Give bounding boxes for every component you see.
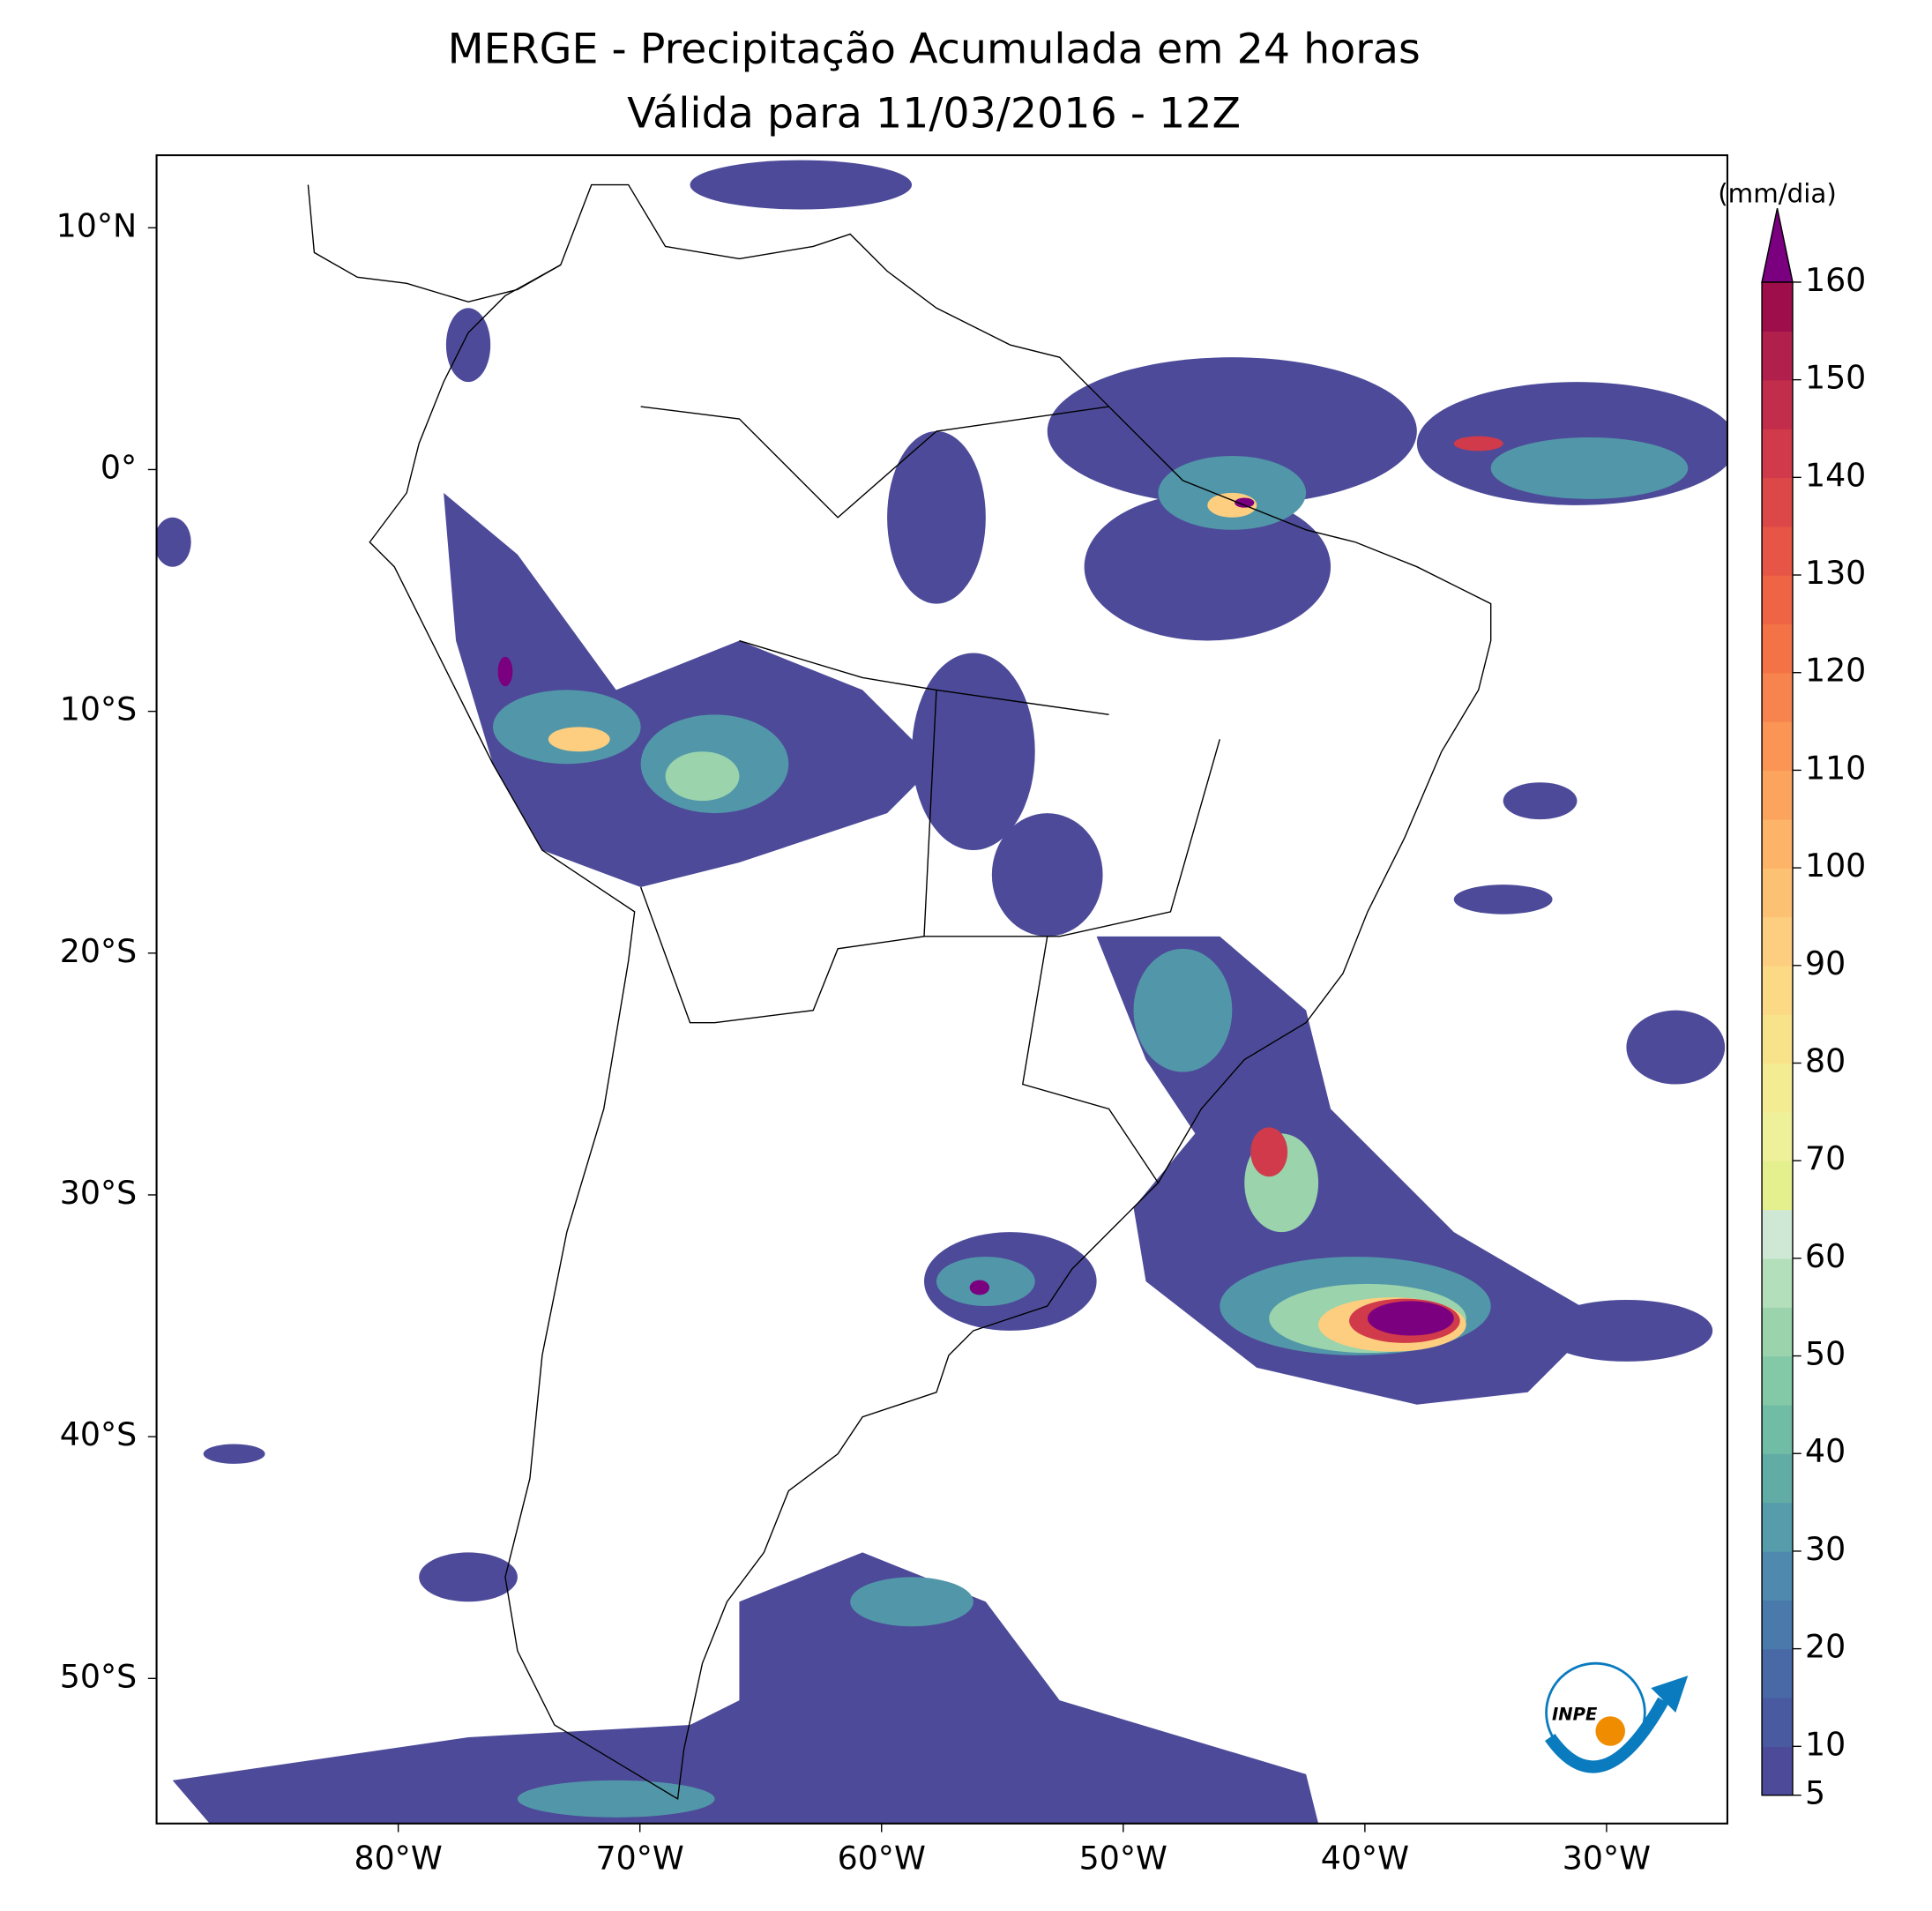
logo: INPE xyxy=(1545,1661,1689,1773)
colorbar-band xyxy=(1762,1697,1793,1748)
subtitle: Válida para 11/03/2016 - 12Z xyxy=(627,89,1241,138)
y-tick-label: 10°S xyxy=(60,690,137,728)
colorbar-tick-label: 140 xyxy=(1805,456,1866,494)
colorbar-band xyxy=(1762,721,1793,772)
colorbar-band xyxy=(1762,428,1793,479)
colorbar-band xyxy=(1762,623,1793,674)
y-tick-label: 0° xyxy=(101,448,137,486)
colorbar-tick-label: 130 xyxy=(1805,554,1866,592)
x-tick-label: 70°W xyxy=(596,1840,684,1877)
precipitation-field xyxy=(156,160,1727,1824)
colorbar-tick-label: 80 xyxy=(1805,1041,1846,1079)
colorbar-tick-label: 20 xyxy=(1805,1628,1846,1666)
colorbar-band xyxy=(1762,868,1793,918)
colorbar-tick-label: 5 xyxy=(1805,1774,1825,1812)
colorbar-band xyxy=(1762,1307,1793,1357)
colorbar-band xyxy=(1762,1550,1793,1601)
x-tick-label: 80°W xyxy=(354,1840,442,1877)
colorbar-band xyxy=(1762,1111,1793,1161)
colorbar-band xyxy=(1762,477,1793,527)
colorbar-tick-label: 100 xyxy=(1805,847,1866,885)
colorbar-frame xyxy=(1761,281,1794,1796)
colorbar-tick-label: 150 xyxy=(1805,359,1866,397)
colorbar-band xyxy=(1762,818,1793,869)
colorbar-tick-label: 120 xyxy=(1805,652,1866,690)
colorbar-band xyxy=(1762,1161,1793,1211)
y-tick-label: 10°N xyxy=(56,206,138,244)
colorbar-band xyxy=(1762,1014,1793,1064)
coastline xyxy=(307,183,1492,1801)
colorbar-band xyxy=(1762,1063,1793,1113)
colorbar-band xyxy=(1762,1600,1793,1650)
y-tick-label: 20°S xyxy=(60,932,137,970)
colorbar-band xyxy=(1762,1355,1793,1406)
colorbar-tick-label: 60 xyxy=(1805,1237,1846,1275)
colorbar-tick-label: 90 xyxy=(1805,944,1846,982)
x-tick-label: 30°W xyxy=(1563,1840,1651,1877)
x-tick-label: 60°W xyxy=(838,1840,926,1877)
colorbar-band xyxy=(1762,1502,1793,1552)
colorbar-label: (mm/dia) xyxy=(1718,178,1837,208)
colorbar-tick-label: 40 xyxy=(1805,1432,1846,1470)
colorbar-band xyxy=(1762,1209,1793,1259)
colorbar-tick-label: 50 xyxy=(1805,1335,1846,1373)
colorbar-band xyxy=(1762,575,1793,625)
colorbar-band xyxy=(1762,331,1793,381)
x-tick-label: 50°W xyxy=(1079,1840,1167,1877)
y-tick-label: 50°S xyxy=(60,1657,137,1695)
colorbar-band xyxy=(1762,770,1793,820)
map-frame xyxy=(155,153,1728,1825)
colorbar-tick-label: 70 xyxy=(1805,1139,1846,1177)
colorbar-band xyxy=(1762,1404,1793,1454)
x-tick-label: 40°W xyxy=(1321,1840,1409,1877)
colorbar-band xyxy=(1762,281,1793,332)
y-tick-label: 40°S xyxy=(60,1415,137,1453)
colorbar-band xyxy=(1762,1746,1793,1796)
logo-text: INPE xyxy=(1552,1704,1598,1724)
colorbar-band xyxy=(1762,1258,1793,1308)
colorbar-band xyxy=(1762,672,1793,722)
colorbar-band xyxy=(1762,965,1793,1015)
colorbar-band xyxy=(1762,916,1793,967)
colorbar-band xyxy=(1762,526,1793,576)
colorbar-extend xyxy=(1761,207,1794,283)
colorbar-band xyxy=(1762,1648,1793,1698)
colorbar-band xyxy=(1762,379,1793,429)
colorbar-tick-label: 10 xyxy=(1805,1725,1846,1763)
y-tick-label: 30°S xyxy=(60,1174,137,1212)
colorbar-band xyxy=(1762,1453,1793,1504)
title: MERGE - Precipitação Acumulada em 24 hor… xyxy=(448,26,1421,74)
colorbar-tick-label: 160 xyxy=(1805,261,1866,299)
colorbar-tick-label: 110 xyxy=(1805,749,1866,787)
colorbar-tick-label: 30 xyxy=(1805,1530,1846,1568)
